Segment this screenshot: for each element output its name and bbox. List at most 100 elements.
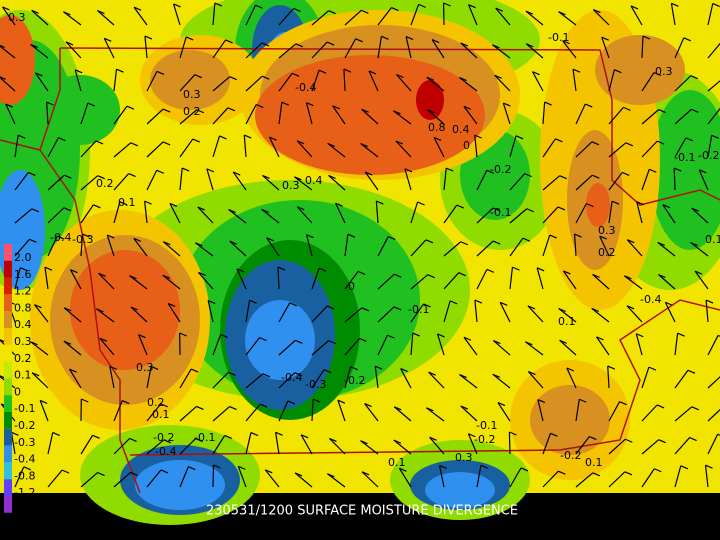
barb-flag	[323, 369, 332, 374]
barb	[377, 306, 395, 323]
barb-flag	[306, 234, 314, 239]
barb-flag	[229, 405, 237, 411]
barb-flag	[468, 433, 476, 438]
barb-flag	[306, 102, 314, 107]
barb	[426, 407, 445, 422]
barb-flag	[614, 69, 622, 74]
barb-flag	[480, 464, 489, 469]
barb-flag	[653, 72, 662, 77]
barb-flag	[585, 103, 593, 108]
barb	[608, 106, 624, 125]
barb	[476, 170, 488, 191]
barb-flag	[622, 171, 630, 176]
barb-flag	[156, 169, 164, 174]
borders	[0, 47, 720, 494]
contour-label: 0.3	[136, 361, 154, 374]
barb	[377, 36, 383, 59]
barb	[14, 238, 30, 257]
barb	[47, 235, 58, 257]
barb-flag	[81, 398, 89, 403]
barb-flag	[527, 305, 536, 310]
legend-label: 1.6	[14, 268, 32, 281]
barb	[212, 406, 230, 422]
barb-flag	[63, 207, 72, 212]
barb	[410, 239, 427, 257]
barb	[179, 168, 183, 191]
barb	[261, 208, 280, 224]
barb	[596, 336, 610, 356]
barb-flag	[28, 171, 36, 177]
barb	[405, 36, 412, 59]
barb-flag	[691, 406, 700, 411]
legend-label: -0.8	[14, 469, 35, 482]
barb-flag	[433, 136, 442, 141]
barb	[525, 10, 544, 26]
barb	[96, 308, 115, 323]
barb	[429, 436, 445, 455]
barb	[47, 207, 65, 224]
barb	[14, 267, 21, 290]
barb	[497, 402, 511, 422]
barb-flag	[460, 42, 469, 47]
barb	[499, 302, 511, 323]
barb-flag	[63, 340, 72, 345]
barb	[674, 108, 692, 125]
caption: 230531/1200 SURFACE MOISTURE DIVERGENCE	[206, 504, 518, 519]
barb	[179, 466, 189, 488]
barb	[641, 468, 655, 488]
contour-label: -0.1	[490, 206, 511, 219]
barb-flag	[492, 44, 500, 49]
barb	[707, 335, 719, 356]
barb-flag	[58, 137, 66, 142]
barb	[375, 201, 379, 224]
barb-flag	[360, 142, 368, 148]
barb	[172, 3, 181, 26]
barb	[509, 173, 526, 191]
barb	[179, 109, 198, 125]
barb-flag	[266, 237, 274, 242]
barb	[707, 107, 720, 125]
barb	[509, 135, 517, 158]
barb	[443, 272, 460, 290]
legend-swatch	[4, 361, 12, 379]
legend-label: 0.4	[14, 318, 32, 331]
barb-flag	[219, 135, 227, 140]
contour-label: 0.4	[452, 123, 470, 136]
barb-flag	[690, 242, 698, 247]
barb-flag	[289, 302, 297, 307]
barb-flag	[393, 406, 402, 411]
barb	[707, 433, 719, 455]
barb-flag	[213, 464, 221, 469]
barb-flag	[396, 73, 404, 79]
barb	[674, 437, 691, 455]
barb	[474, 135, 478, 158]
barb-flag	[393, 110, 401, 115]
barb	[674, 333, 679, 356]
barb	[344, 38, 357, 59]
barb-flag	[238, 465, 246, 470]
barb	[476, 240, 494, 257]
barb	[527, 371, 544, 389]
barb-flag	[255, 103, 264, 109]
barb-flag	[558, 470, 566, 475]
barb	[377, 334, 388, 356]
barb	[608, 69, 615, 92]
barb-flag	[493, 340, 501, 345]
barb	[80, 204, 94, 224]
barb-flag	[261, 75, 270, 80]
barb	[237, 466, 247, 488]
barb	[344, 9, 362, 26]
barb	[5, 103, 16, 125]
barb	[674, 406, 693, 422]
barb-flag	[687, 369, 696, 374]
barb	[179, 74, 196, 92]
barb-flag	[327, 142, 335, 147]
barb	[146, 366, 152, 389]
barb	[707, 376, 720, 389]
barb-flag	[611, 200, 620, 205]
barb	[626, 305, 643, 323]
barb-flag	[591, 141, 600, 146]
barb-flag	[163, 241, 171, 246]
barb-flag	[525, 10, 534, 15]
barb	[592, 273, 610, 290]
